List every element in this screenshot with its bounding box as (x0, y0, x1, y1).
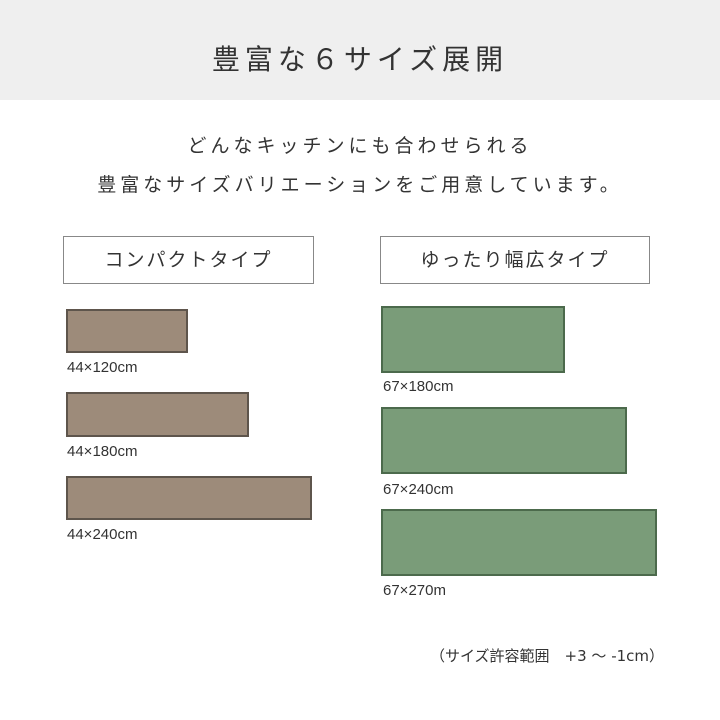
mat-44x120 (66, 309, 188, 353)
subtitle-line-2: 豊富なサイズバリエーションをご用意しています。 (97, 174, 623, 196)
size-tolerance-note: （サイズ許容範囲 +3 ～ -1cm） (430, 647, 665, 665)
mat-67x240 (381, 407, 627, 474)
size-label: 67×240cm (383, 481, 454, 498)
wide-type-label: ゆったり幅広タイプ (380, 236, 650, 284)
size-label: 44×180cm (67, 443, 138, 460)
mat-44x180 (66, 392, 249, 437)
size-label: 44×120cm (67, 359, 138, 376)
size-label: 67×180cm (383, 378, 454, 395)
compact-type-label: コンパクトタイプ (63, 236, 314, 284)
header-band (0, 0, 720, 100)
size-label: 44×240cm (67, 526, 138, 543)
page-title: 豊富な６サイズ展開 (211, 43, 509, 76)
mat-67x270 (381, 509, 657, 576)
subtitle-line-1: どんなキッチンにも合わせられる (187, 135, 533, 157)
mat-44x240 (66, 476, 312, 520)
mat-67x180 (381, 306, 565, 373)
size-label: 67×270m (383, 582, 446, 599)
